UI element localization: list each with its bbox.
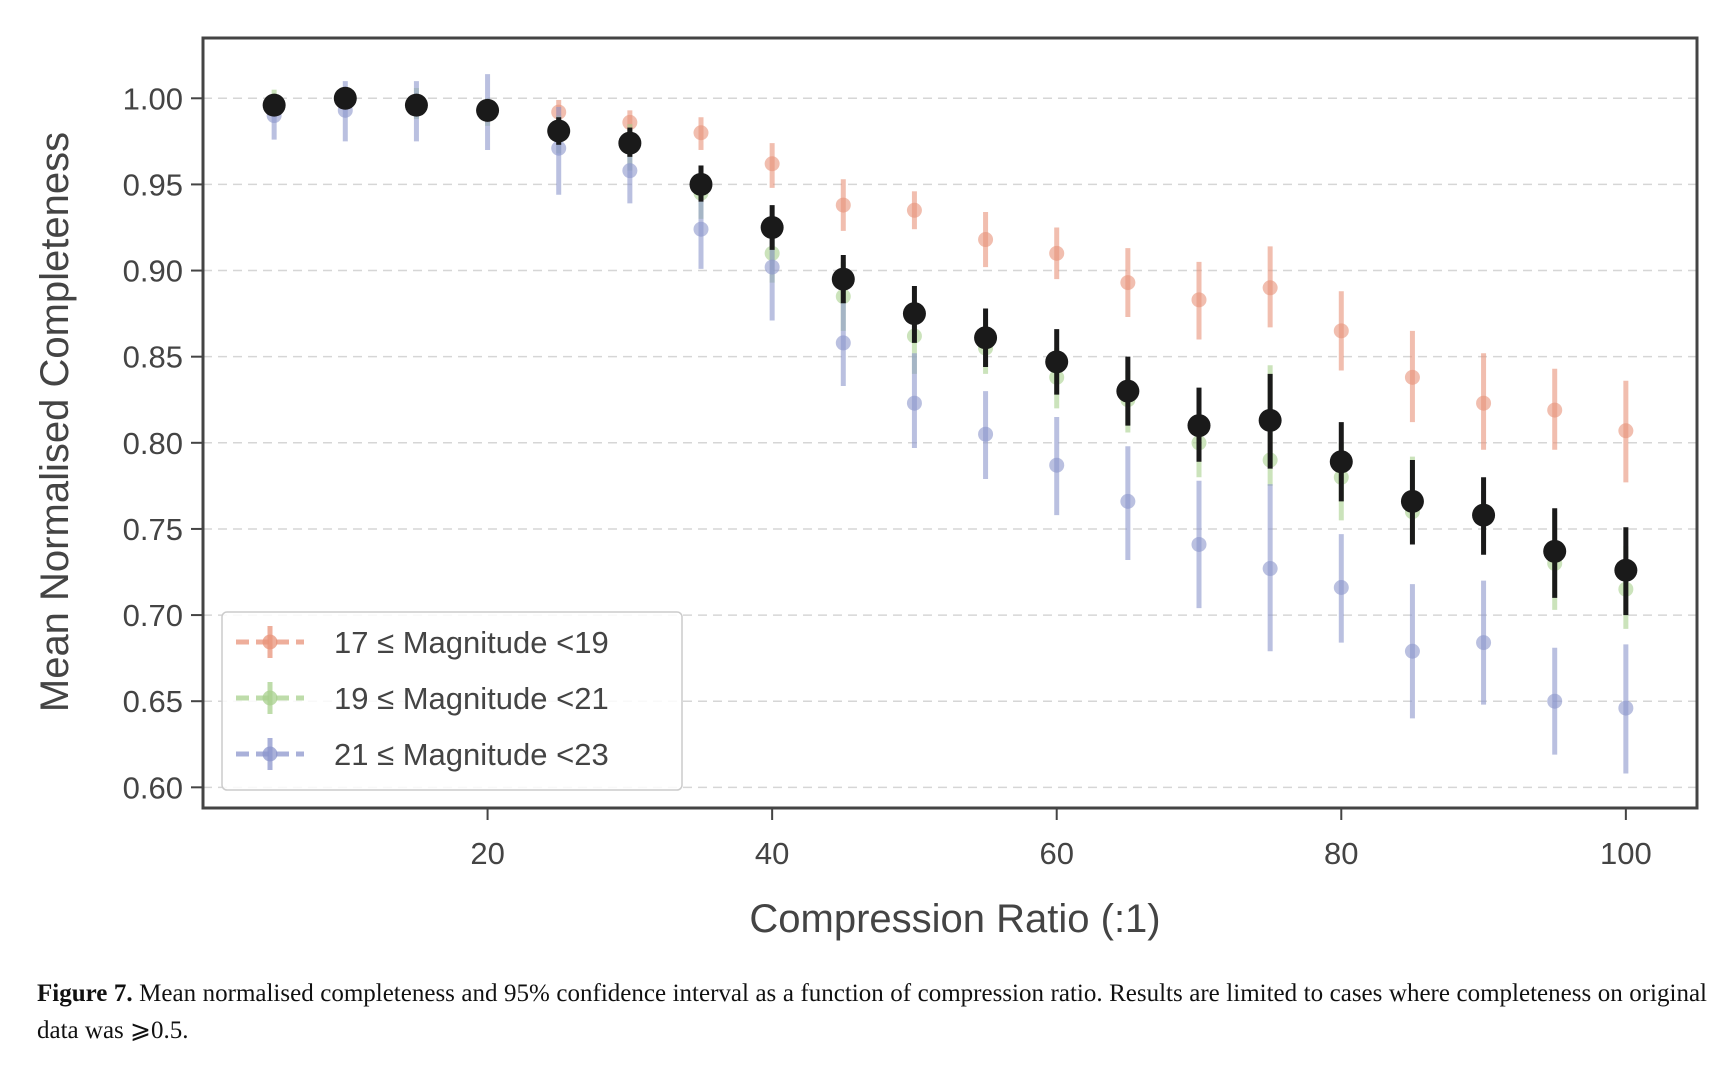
data-point (906, 202, 922, 218)
data-point (902, 302, 926, 326)
x-axis-ticks: 20 40 60 80 100 (470, 808, 1652, 871)
x-tick-label: 20 (470, 836, 504, 871)
data-point (551, 140, 567, 156)
legend-entry: 19 ≤ Magnitude <21 (236, 681, 609, 716)
x-tick-label: 80 (1324, 836, 1358, 871)
data-point (764, 156, 780, 172)
legend-label: 19 ≤ Magnitude <21 (334, 681, 609, 716)
data-point (618, 131, 642, 155)
y-tick-label: 0.90 (123, 254, 183, 289)
data-point (1049, 457, 1065, 473)
data-point (1476, 395, 1492, 411)
series-1 (266, 89, 1634, 483)
y-tick-label: 0.80 (123, 426, 183, 461)
data-point (1476, 635, 1492, 651)
y-axis-label: Mean Normalised Completeness (33, 132, 77, 712)
data-point (1333, 323, 1349, 339)
data-point (1187, 414, 1211, 438)
y-tick-label: 1.00 (123, 81, 183, 116)
data-series (262, 74, 1638, 774)
legend-entry: 17 ≤ Magnitude <19 (236, 625, 609, 660)
data-point (835, 197, 851, 213)
data-point (1614, 558, 1638, 582)
x-tick-label: 100 (1600, 836, 1652, 871)
y-tick-label: 0.75 (123, 512, 183, 547)
plot-frame (201, 36, 1699, 810)
legend-entry: 21 ≤ Magnitude <23 (236, 737, 609, 772)
caption-text: Mean normalised completeness and 95% con… (37, 980, 1707, 1044)
caption-label: Figure 7. (37, 980, 133, 1007)
data-point (1404, 369, 1420, 385)
chart: 0.60 0.65 0.70 0.75 0.80 0.85 0.90 0.95 1.00 20 4… (33, 36, 1699, 941)
y-tick-label: 0.70 (123, 598, 183, 633)
data-point (974, 326, 998, 350)
data-point (1258, 408, 1282, 432)
data-point (978, 426, 994, 442)
data-point (835, 335, 851, 351)
legend: 17 ≤ Magnitude <19 19 ≤ Magnitude <21 21 ≤… (221, 611, 683, 791)
data-point (1618, 423, 1634, 439)
data-point (1191, 292, 1207, 308)
data-point (622, 114, 638, 130)
data-point (831, 267, 855, 291)
y-tick-label: 0.85 (123, 340, 183, 375)
legend-label: 21 ≤ Magnitude <23 (334, 737, 609, 772)
data-point (906, 395, 922, 411)
data-point (1049, 245, 1065, 261)
data-point (978, 232, 994, 248)
data-point (1543, 539, 1567, 563)
data-point (693, 221, 709, 237)
x-axis-label: Compression Ratio (:1) (749, 897, 1160, 941)
data-point (622, 163, 638, 179)
data-point (689, 172, 713, 196)
data-point (1404, 643, 1420, 659)
figure-caption: Figure 7. Mean normalised completeness a… (37, 975, 1707, 1049)
data-point (1045, 350, 1069, 374)
legend-marker (262, 690, 278, 706)
data-point (764, 259, 780, 275)
y-tick-label: 0.60 (123, 770, 183, 805)
data-point (1120, 493, 1136, 509)
legend-marker (262, 634, 278, 650)
data-point (1262, 561, 1278, 577)
x-tick-label: 60 (1039, 836, 1073, 871)
data-point (547, 119, 571, 143)
legend-box (221, 611, 683, 791)
data-point (404, 93, 428, 117)
data-point (1329, 450, 1353, 474)
series-2 (266, 87, 1634, 629)
series-overall (262, 86, 1638, 616)
data-point (1120, 275, 1136, 291)
data-point (1547, 402, 1563, 418)
data-point (476, 98, 500, 122)
legend-label: 17 ≤ Magnitude <19 (334, 625, 609, 660)
data-point (1191, 536, 1207, 552)
data-point (1618, 700, 1634, 716)
data-point (1116, 379, 1140, 403)
data-point (693, 125, 709, 141)
data-point (1262, 280, 1278, 296)
legend-marker (262, 746, 278, 762)
data-point (262, 93, 286, 117)
y-tick-label: 0.95 (123, 167, 183, 202)
x-tick-label: 40 (755, 836, 789, 871)
y-axis-ticks: 0.60 0.65 0.70 0.75 0.80 0.85 0.90 0.95 1.00 (123, 81, 203, 805)
y-tick-label: 0.65 (123, 684, 183, 719)
data-point (1547, 693, 1563, 709)
data-point (760, 215, 784, 239)
data-point (1400, 489, 1424, 513)
data-point (333, 86, 357, 110)
data-point (1333, 580, 1349, 596)
data-point (1472, 503, 1496, 527)
